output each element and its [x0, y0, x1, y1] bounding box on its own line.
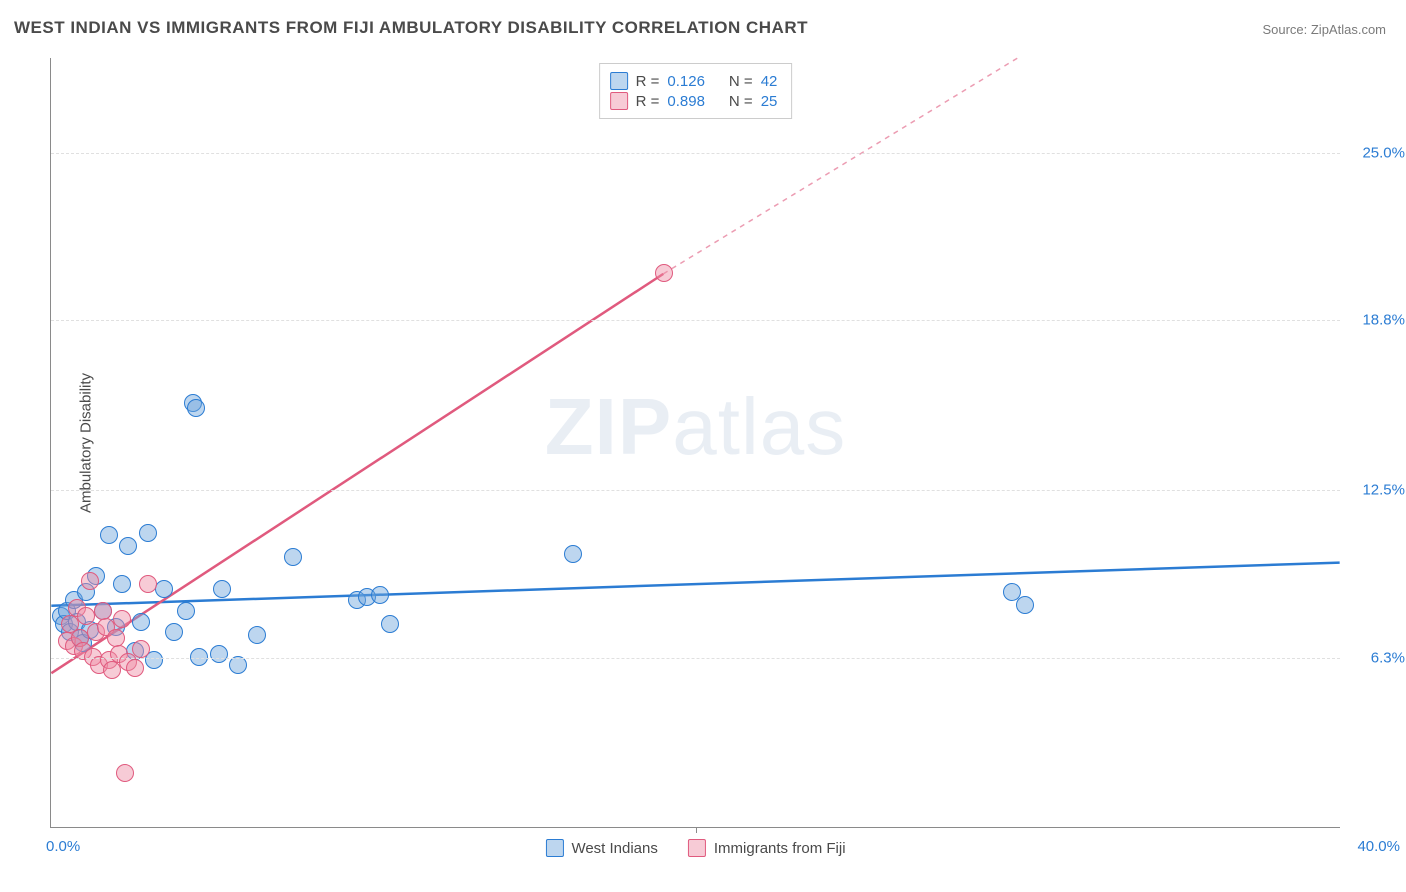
n-value: 25 — [761, 93, 778, 110]
y-tick-label: 12.5% — [1350, 482, 1405, 499]
source-attribution: Source: ZipAtlas.com — [1262, 22, 1386, 37]
legend-row-series2: R = 0.898 N = 25 — [610, 92, 778, 110]
data-point — [139, 575, 157, 593]
data-point — [132, 640, 150, 658]
data-point — [177, 602, 195, 620]
data-point — [564, 545, 582, 563]
data-point — [132, 613, 150, 631]
points-layer — [51, 58, 1340, 827]
data-point — [94, 602, 112, 620]
data-point — [81, 572, 99, 590]
chart-title: WEST INDIAN VS IMMIGRANTS FROM FIJI AMBU… — [14, 18, 808, 38]
gridline — [51, 153, 1340, 154]
swatch-icon — [545, 839, 563, 857]
data-point — [187, 399, 205, 417]
x-tick-max: 40.0% — [1357, 838, 1400, 855]
data-point — [100, 526, 118, 544]
data-point — [107, 629, 125, 647]
data-point — [165, 623, 183, 641]
data-point — [213, 580, 231, 598]
data-point — [371, 586, 389, 604]
data-point — [126, 659, 144, 677]
swatch-icon — [688, 839, 706, 857]
y-tick-label: 18.8% — [1350, 312, 1405, 329]
correlation-legend: R = 0.126 N = 42 R = 0.898 N = 25 — [599, 63, 793, 119]
data-point — [1016, 596, 1034, 614]
r-value: 0.126 — [667, 73, 705, 90]
data-point — [381, 615, 399, 633]
legend-row-series1: R = 0.126 N = 42 — [610, 72, 778, 90]
gridline — [51, 490, 1340, 491]
y-tick-label: 6.3% — [1350, 649, 1405, 666]
n-value: 42 — [761, 73, 778, 90]
data-point — [139, 524, 157, 542]
x-minor-tick — [696, 827, 697, 833]
data-point — [113, 610, 131, 628]
data-point — [284, 548, 302, 566]
data-point — [119, 537, 137, 555]
data-point — [116, 764, 134, 782]
gridline — [51, 658, 1340, 659]
gridline — [51, 320, 1340, 321]
legend-item-series1: West Indians — [545, 839, 657, 857]
r-value: 0.898 — [667, 93, 705, 110]
data-point — [155, 580, 173, 598]
swatch-icon — [610, 92, 628, 110]
y-tick-label: 25.0% — [1350, 144, 1405, 161]
data-point — [210, 645, 228, 663]
data-point — [248, 626, 266, 644]
data-point — [103, 661, 121, 679]
plot-area: Ambulatory Disability ZIPatlas R = 0.126… — [50, 58, 1340, 828]
swatch-icon — [610, 72, 628, 90]
data-point — [113, 575, 131, 593]
data-point — [655, 264, 673, 282]
series-legend: West Indians Immigrants from Fiji — [545, 839, 845, 857]
x-tick-min: 0.0% — [46, 838, 80, 855]
legend-item-series2: Immigrants from Fiji — [688, 839, 846, 857]
